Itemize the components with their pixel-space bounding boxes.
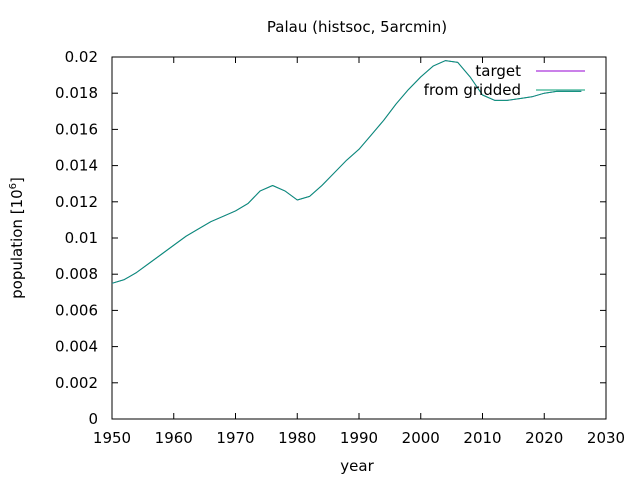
x-tick-label: 1950	[93, 429, 131, 447]
y-tick-label: 0.01	[65, 229, 98, 247]
y-tick-label: 0.018	[55, 84, 98, 102]
x-axis-ticks: 1950 1960 1970 1980 1990 2000 2010 2020 2030	[93, 57, 625, 447]
x-tick-label: 2000	[402, 429, 440, 447]
chart-title: Palau (histsoc, 5arcmin)	[267, 18, 447, 36]
legend-label: from gridded	[424, 81, 521, 99]
x-tick-label: 1960	[155, 429, 193, 447]
y-tick-label: 0	[88, 410, 98, 428]
series-line-from-gridded	[111, 60, 582, 284]
x-tick-label: 2020	[525, 429, 563, 447]
x-tick-label: 1970	[216, 429, 254, 447]
y-tick-label: 0.014	[55, 157, 98, 175]
y-axis-ticks: 0 0.002 0.004 0.006 0.008 0.01 0.012 0.014 0.016…	[55, 48, 606, 428]
y-tick-label: 0.002	[55, 374, 98, 392]
y-tick-label: 0.006	[55, 301, 98, 319]
y-tick-label: 0.02	[65, 48, 98, 66]
y-axis-label-close: ]	[8, 177, 26, 183]
y-tick-label: 0.008	[55, 265, 98, 283]
series-lines	[111, 60, 582, 284]
y-tick-label: 0.012	[55, 193, 98, 211]
y-tick-label: 0.004	[55, 338, 98, 356]
legend-label: target	[475, 62, 521, 80]
y-axis-label-exponent: 6	[8, 183, 19, 189]
x-axis-label: year	[340, 457, 374, 475]
x-tick-label: 2010	[463, 429, 501, 447]
x-tick-label: 1980	[278, 429, 316, 447]
plot-area-frame	[111, 56, 607, 420]
x-tick-label: 2030	[587, 429, 625, 447]
x-tick-label: 1990	[340, 429, 378, 447]
y-axis-label-main: population [10	[8, 189, 26, 299]
y-axis-label: population [106]	[8, 177, 26, 299]
y-tick-label: 0.016	[55, 120, 98, 138]
